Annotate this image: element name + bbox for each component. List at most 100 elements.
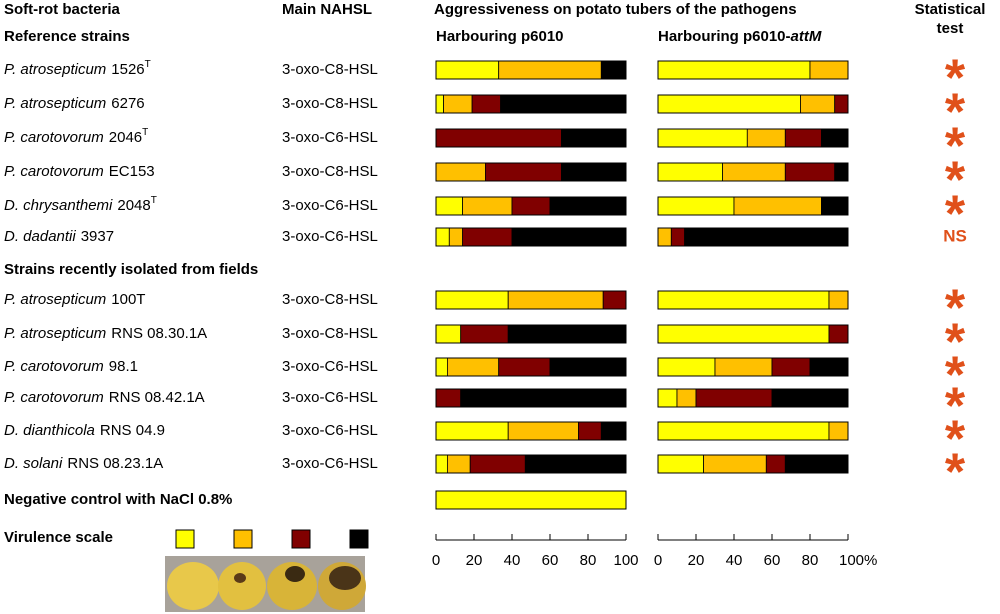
bar-segment [435,290,509,310]
bar-segment [435,196,464,216]
bar-segment [435,227,450,247]
bar-segment [435,60,500,80]
bar-outline [435,162,627,182]
legend-swatch [233,529,253,549]
statistical-test: * [945,118,966,176]
bar-segment [834,162,849,182]
hsl: 3-oxo-C6-HSL [282,228,378,245]
hsl: 3-oxo-C6-HSL [282,389,378,406]
statistical-test: * [945,411,966,469]
bar-segment [733,196,822,216]
bar-segment [460,324,509,344]
bar-segment [511,196,551,216]
strain-genus: P. atrosepticum [4,291,106,308]
tick-label: 40 [726,552,743,569]
header: Soft-rot bacteria [4,1,121,18]
hsl: 3-oxo-C8-HSL [282,325,378,342]
bar-segment [549,357,627,377]
bar-segment [676,388,697,408]
bar-segment [834,94,849,114]
bar-segment [602,290,627,310]
bar-segment [460,388,627,408]
strain-id: 100T [111,291,145,308]
legend-swatch [175,529,195,549]
bar-outline [657,196,849,216]
bar-segment [507,421,579,441]
bar-segment [657,128,748,148]
group-title: Reference strains [4,28,130,45]
tick-label: 60 [764,552,781,569]
strain-id: 6276 [111,95,144,112]
potato-photo [165,556,366,612]
statistical-test: * [945,314,966,372]
strain-genus: P. atrosepticum [4,61,106,78]
hsl: 3-oxo-C6-HSL [282,358,378,375]
bar-outline [657,94,849,114]
bar-segment [435,388,462,408]
statistical-test: * [945,444,966,502]
statistical-test: * [945,152,966,210]
strain-genus: D. chrysanthemi [4,197,113,214]
bar-outline [657,421,849,441]
bar-segment [657,454,704,474]
tick-label: 20 [688,552,705,569]
tick-label: 60 [542,552,559,569]
bar-segment [549,196,627,216]
strain-genus: D. dadantii [4,228,76,245]
bar-segment [435,94,444,114]
hsl: 3-oxo-C8-HSL [282,95,378,112]
bar-outline [435,357,627,377]
bar-outline [435,94,627,114]
bar-segment [507,290,604,310]
bar-segment [657,290,830,310]
statistical-test: * [945,378,966,436]
bar-outline [435,227,627,247]
bar-segment [578,421,602,441]
bar-segment [435,162,486,182]
strain-name: P. atrosepticum RNS 08.30.1A [4,325,207,342]
bar-segment [784,454,849,474]
bar-segment [600,60,627,80]
strain-id: RNS 08.23.1A [67,455,163,472]
bar-segment [684,227,849,247]
bar-segment [657,357,716,377]
bar-segment [435,490,627,510]
strain-name: D. dianthicola RNS 04.9 [4,422,165,439]
strain-name: D. dadantii 3937 [4,228,114,245]
strain-id: 1526 [111,61,144,78]
bar-segment [435,324,462,344]
bar-segment [498,357,551,377]
bar-segment [670,227,685,247]
bar-segment [657,162,723,182]
bar-outline [657,324,849,344]
bar-segment [657,60,811,80]
bar-segment [435,421,509,441]
control-label: Negative control with NaCl 0.8% [4,491,232,508]
bar-segment [462,196,513,216]
strain-id: EC153 [109,163,155,180]
panel-title: Harbouring p6010-attM [658,28,822,45]
bar-segment [462,227,513,247]
strain-sup: T [142,127,148,138]
bar-segment [600,421,627,441]
tick-label: 40 [504,552,521,569]
statistical-test: * [945,280,966,338]
tick-label: 80 [580,552,597,569]
tick-label: 0 [432,552,440,569]
bar-segment [471,94,502,114]
bar-outline [435,324,627,344]
tick-label: 80 [802,552,819,569]
bar-segment [722,162,786,182]
bar-segment [703,454,767,474]
strain-genus: P. atrosepticum [4,95,106,112]
legend-label: Virulence scale [4,529,113,546]
bar-segment [809,357,849,377]
strain-name: P. atrosepticum 6276 [4,95,145,112]
bar-outline [657,454,849,474]
strain-name: P. atrosepticum 100T [4,291,145,308]
strain-sup: T [151,195,157,206]
bar-segment [828,290,849,310]
bar-outline [657,128,849,148]
bar-segment [561,162,627,182]
strain-genus: P. carotovorum [4,358,104,375]
